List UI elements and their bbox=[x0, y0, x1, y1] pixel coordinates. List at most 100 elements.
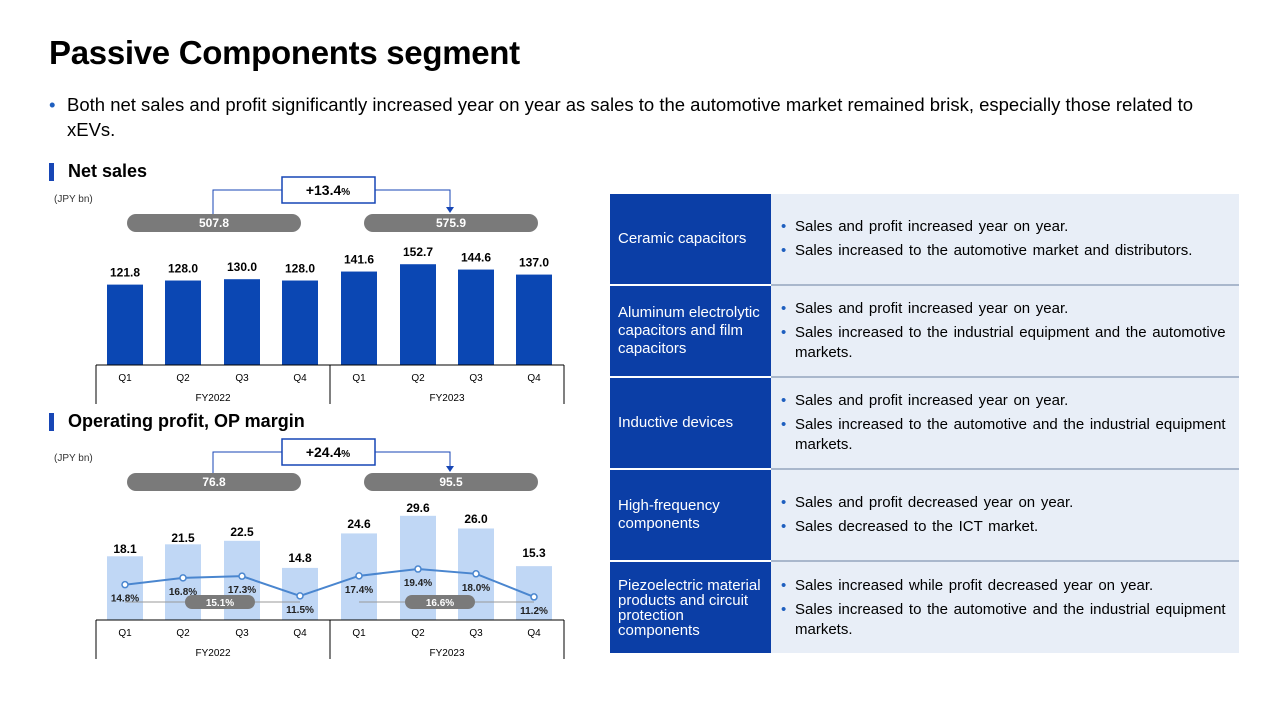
avg-margin-label: 15.1% bbox=[206, 598, 234, 609]
tick-label: Q3 bbox=[469, 373, 483, 384]
margin-label: 11.5% bbox=[286, 605, 314, 616]
bar-value-label: 22.5 bbox=[230, 525, 254, 539]
avg-margin-label: 16.6% bbox=[426, 598, 454, 609]
segment-bullet: Sales and profit increased year on year. bbox=[781, 217, 1227, 237]
segment-bullet: Sales increased to the automotive market… bbox=[781, 241, 1227, 261]
bar bbox=[458, 269, 494, 365]
bullet-icon: • bbox=[49, 94, 56, 115]
bar-value-label: 137.0 bbox=[519, 256, 549, 270]
bar-value-label: 18.1 bbox=[113, 542, 137, 556]
op-heading: Operating profit, OP margin bbox=[49, 411, 305, 432]
tick-label: Q1 bbox=[118, 628, 132, 639]
tick-label: Q2 bbox=[176, 628, 190, 639]
callout-line bbox=[375, 451, 451, 467]
tick-label: Q2 bbox=[411, 373, 425, 384]
margin-point bbox=[179, 574, 187, 582]
segment-table: Ceramic capacitors Sales and profit incr… bbox=[610, 194, 1239, 655]
segment-row: High-frequency components Sales and prof… bbox=[610, 468, 1239, 561]
group-label: FY2022 bbox=[195, 648, 230, 659]
segment-bullet: Sales increased to the automotive and th… bbox=[781, 600, 1227, 640]
tick-label: Q1 bbox=[352, 628, 366, 639]
bar bbox=[224, 279, 260, 365]
tick-label: Q4 bbox=[293, 628, 307, 639]
margin-label: 19.4% bbox=[404, 578, 432, 589]
op-unit: (JPY bn) bbox=[54, 453, 93, 464]
margin-point bbox=[530, 593, 538, 601]
bar bbox=[400, 264, 436, 365]
net-sales-heading: Net sales bbox=[49, 161, 147, 182]
segment-name: Ceramic capacitors bbox=[610, 194, 771, 285]
total-label: 575.9 bbox=[436, 216, 466, 230]
bar-value-label: 121.8 bbox=[110, 266, 140, 280]
margin-label: 16.8% bbox=[169, 587, 197, 598]
total-label: 95.5 bbox=[439, 475, 463, 489]
callout-line bbox=[375, 189, 451, 208]
bar-value-label: 144.6 bbox=[461, 251, 491, 265]
avg-pill bbox=[405, 595, 475, 609]
bar-value-label: 128.0 bbox=[168, 262, 198, 276]
bar-value-label: 141.6 bbox=[344, 253, 374, 267]
tick-label: Q2 bbox=[176, 373, 190, 384]
margin-point bbox=[472, 570, 480, 578]
segment-bullet: Sales increased to the automotive and th… bbox=[781, 415, 1227, 455]
margin-label: 14.8% bbox=[111, 594, 139, 605]
op-chart: +24.4% 76.8 95.5 18.1 21.5 22.5 14.8 24.6 29.6 26… bbox=[95, 438, 565, 659]
intro-text: • Both net sales and profit significantl… bbox=[49, 92, 1229, 142]
margin-line bbox=[124, 568, 535, 598]
bar-value-label: 29.6 bbox=[406, 501, 430, 515]
total-pill bbox=[364, 214, 538, 232]
segment-bullet: Sales and profit increased year on year. bbox=[781, 299, 1227, 319]
segment-desc: Sales and profit increased year on year.… bbox=[771, 194, 1239, 285]
bar-value-label: 24.6 bbox=[347, 517, 371, 531]
segment-desc: Sales and profit increased year on year.… bbox=[771, 284, 1239, 377]
tick-label: Q4 bbox=[293, 373, 307, 384]
change-label: +24.4% bbox=[306, 444, 350, 460]
segment-bullet: Sales increased to the industrial equipm… bbox=[781, 323, 1227, 363]
bar bbox=[282, 280, 318, 365]
group-label: FY2023 bbox=[429, 648, 464, 659]
tick-label: Q1 bbox=[352, 373, 366, 384]
margin-point bbox=[296, 592, 304, 600]
segment-row: Aluminum electrolytic capacitors and fil… bbox=[610, 284, 1239, 377]
callout-line bbox=[212, 189, 282, 214]
bar bbox=[107, 284, 143, 365]
arrow-head-icon bbox=[446, 466, 454, 472]
total-label: 76.8 bbox=[202, 475, 226, 489]
net-sales-chart: +13.4% 507.8 575.9 121.8 128.0 130.0 128.0 141.… bbox=[95, 176, 565, 404]
tick-label: Q4 bbox=[527, 373, 541, 384]
bar-value-label: 130.0 bbox=[227, 260, 257, 274]
change-box bbox=[281, 176, 376, 204]
group-label: FY2022 bbox=[195, 393, 230, 404]
heading-marker bbox=[49, 413, 54, 431]
segment-name: Inductive devices bbox=[610, 376, 771, 469]
tick-label: Q3 bbox=[235, 373, 249, 384]
segment-name: Piezoelectric material products and circ… bbox=[610, 560, 771, 654]
margin-point bbox=[121, 580, 129, 589]
bar bbox=[165, 280, 201, 365]
segment-desc: Sales increased while profit decreased y… bbox=[771, 560, 1239, 654]
bar-value-label: 128.0 bbox=[285, 262, 315, 276]
segment-bullet: Sales and profit increased year on year. bbox=[781, 391, 1227, 411]
net-sales-unit: (JPY bn) bbox=[54, 194, 93, 205]
segment-name: High-frequency components bbox=[610, 468, 771, 561]
segment-row: Ceramic capacitors Sales and profit incr… bbox=[610, 194, 1239, 285]
intro-paragraph: Both net sales and profit significantly … bbox=[67, 94, 1194, 140]
bar-value-label: 21.5 bbox=[171, 531, 195, 545]
margin-point bbox=[414, 565, 422, 573]
op-title: Operating profit, OP margin bbox=[68, 411, 305, 431]
segment-bullet: Sales decreased to the ICT market. bbox=[781, 517, 1227, 537]
tick-label: Q2 bbox=[411, 628, 425, 639]
segment-row: Inductive devices Sales and profit incre… bbox=[610, 376, 1239, 469]
tick-label: Q3 bbox=[469, 628, 483, 639]
segment-name: Aluminum electrolytic capacitors and fil… bbox=[610, 284, 771, 377]
margin-label: 17.3% bbox=[228, 585, 256, 596]
change-label: +13.4% bbox=[306, 182, 350, 198]
margin-label: 17.4% bbox=[345, 585, 373, 596]
bar-value-label: 152.7 bbox=[403, 245, 433, 259]
margin-label: 18.0% bbox=[462, 583, 490, 594]
margin-point bbox=[355, 572, 363, 580]
bar-value-label: 14.8 bbox=[288, 551, 312, 565]
heading-marker bbox=[49, 163, 54, 181]
segment-row: Piezoelectric material products and circ… bbox=[610, 560, 1239, 654]
arrow-head-icon bbox=[446, 207, 454, 213]
